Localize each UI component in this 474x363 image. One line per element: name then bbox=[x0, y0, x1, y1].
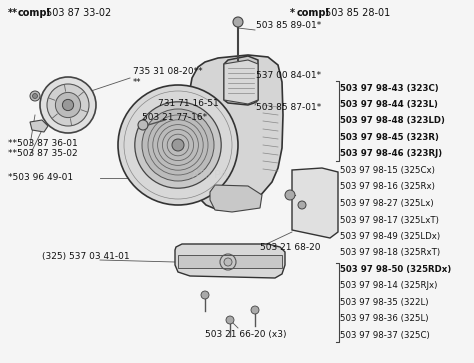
Circle shape bbox=[233, 17, 243, 27]
Circle shape bbox=[47, 84, 89, 126]
Text: 503 97 98-37 (325C): 503 97 98-37 (325C) bbox=[340, 331, 430, 340]
Polygon shape bbox=[224, 60, 258, 104]
Text: 731 71 16-51: 731 71 16-51 bbox=[158, 98, 219, 107]
Text: 503 97 98-35 (322L): 503 97 98-35 (322L) bbox=[340, 298, 428, 307]
Text: ARI PA: ARI PA bbox=[192, 170, 228, 180]
Text: 735 31 08-20**: 735 31 08-20** bbox=[133, 68, 202, 77]
Circle shape bbox=[55, 93, 81, 118]
Polygon shape bbox=[210, 185, 262, 212]
Text: 503 97 98-49 (325LDx): 503 97 98-49 (325LDx) bbox=[340, 232, 440, 241]
Text: 503 97 98-43 (323C): 503 97 98-43 (323C) bbox=[340, 83, 438, 93]
Circle shape bbox=[224, 258, 232, 266]
Text: compl: compl bbox=[297, 8, 330, 18]
Circle shape bbox=[251, 306, 259, 314]
Circle shape bbox=[33, 94, 37, 98]
Text: **503 87 35-02: **503 87 35-02 bbox=[8, 148, 78, 158]
Circle shape bbox=[40, 77, 96, 133]
Text: 503 97 98-14 (325RJx): 503 97 98-14 (325RJx) bbox=[340, 281, 438, 290]
Polygon shape bbox=[224, 56, 258, 105]
Circle shape bbox=[142, 109, 214, 181]
Text: **: ** bbox=[8, 8, 18, 18]
Polygon shape bbox=[30, 120, 48, 132]
Text: 503 85 87-01*: 503 85 87-01* bbox=[256, 102, 321, 111]
Circle shape bbox=[118, 85, 238, 205]
Text: **: ** bbox=[133, 77, 142, 86]
Circle shape bbox=[285, 190, 295, 200]
Text: 503 21 68-20: 503 21 68-20 bbox=[260, 244, 320, 253]
Text: 503 21 66-20 (x3): 503 21 66-20 (x3) bbox=[205, 330, 286, 339]
Text: 503 97 98-45 (323R): 503 97 98-45 (323R) bbox=[340, 133, 439, 142]
Text: 503 97 98-15 (325Cx): 503 97 98-15 (325Cx) bbox=[340, 166, 435, 175]
Circle shape bbox=[226, 316, 234, 324]
Polygon shape bbox=[187, 55, 283, 210]
Text: 503 97 98-36 (325L): 503 97 98-36 (325L) bbox=[340, 314, 428, 323]
Text: 503 97 98-27 (325Lx): 503 97 98-27 (325Lx) bbox=[340, 199, 434, 208]
Text: *: * bbox=[290, 8, 295, 18]
Text: 503 97 98-18 (325RxT): 503 97 98-18 (325RxT) bbox=[340, 249, 440, 257]
Circle shape bbox=[172, 139, 184, 151]
Circle shape bbox=[30, 91, 40, 101]
Text: 503 85 89-01*: 503 85 89-01* bbox=[256, 21, 321, 30]
Text: 503 97 98-46 (323RJ): 503 97 98-46 (323RJ) bbox=[340, 150, 442, 159]
Text: (325) 537 03 41-01: (325) 537 03 41-01 bbox=[42, 253, 129, 261]
Circle shape bbox=[63, 99, 73, 111]
Text: compl: compl bbox=[18, 8, 51, 18]
Text: 503 97 98-48 (323LD): 503 97 98-48 (323LD) bbox=[340, 117, 445, 126]
Text: 503 21 77-16*: 503 21 77-16* bbox=[142, 113, 207, 122]
Text: 503 87 33-02: 503 87 33-02 bbox=[46, 8, 111, 18]
Text: 503 97 98-50 (325RDx): 503 97 98-50 (325RDx) bbox=[340, 265, 451, 274]
Polygon shape bbox=[175, 244, 285, 278]
Text: 503 97 98-17 (325LxT): 503 97 98-17 (325LxT) bbox=[340, 216, 439, 224]
Text: *503 96 49-01: *503 96 49-01 bbox=[8, 174, 73, 183]
Text: 537 00 84-01*: 537 00 84-01* bbox=[256, 70, 321, 79]
Polygon shape bbox=[292, 168, 338, 238]
Text: 503 97 98-16 (325Rx): 503 97 98-16 (325Rx) bbox=[340, 183, 435, 192]
Text: **503 87 36-01: **503 87 36-01 bbox=[8, 139, 78, 147]
Polygon shape bbox=[178, 255, 282, 268]
Circle shape bbox=[135, 102, 221, 188]
Text: 503 85 28-01: 503 85 28-01 bbox=[325, 8, 390, 18]
Text: 503 97 98-44 (323L): 503 97 98-44 (323L) bbox=[340, 100, 438, 109]
Circle shape bbox=[138, 120, 148, 130]
Circle shape bbox=[298, 201, 306, 209]
Circle shape bbox=[201, 291, 209, 299]
